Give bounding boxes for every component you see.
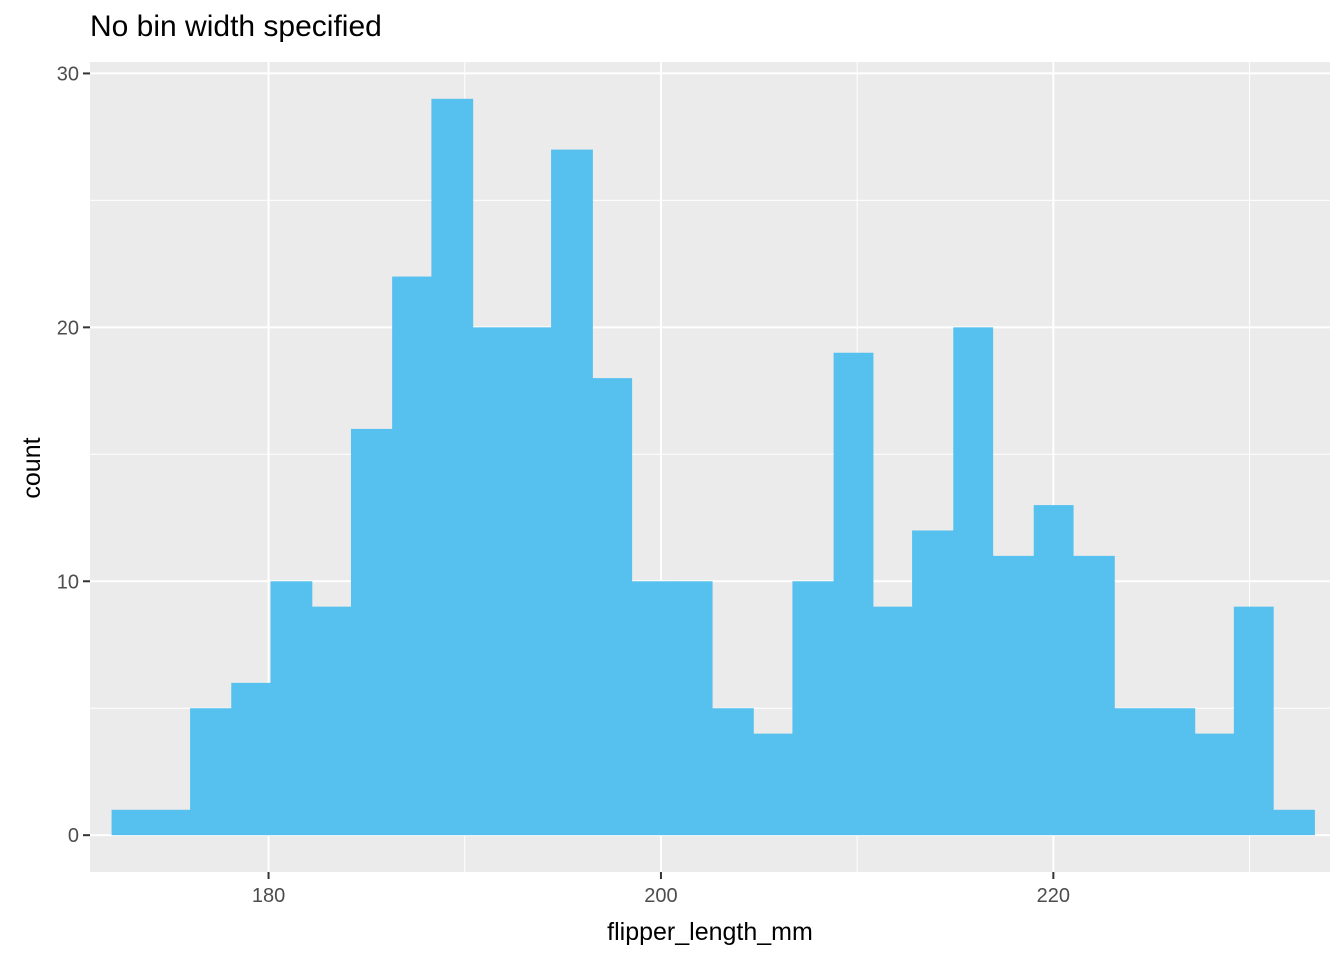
histogram-bar	[551, 149, 593, 836]
histogram-bar	[111, 809, 152, 836]
histogram-bar	[753, 733, 794, 836]
histogram-bar	[190, 708, 232, 836]
histogram-bar	[953, 327, 994, 836]
histogram-bar	[1233, 606, 1274, 836]
histogram-bar	[1033, 505, 1074, 836]
y-axis: 0 10 20 30	[57, 63, 90, 847]
histogram-bar	[1114, 708, 1155, 836]
x-axis: 180 200 220	[252, 872, 1070, 907]
histogram-bar	[270, 581, 313, 836]
y-axis-title: count	[18, 437, 46, 498]
x-axis-title: flipper_length_mm	[607, 918, 813, 946]
y-tick-label: 20	[57, 317, 79, 339]
histogram-bar	[672, 581, 713, 836]
histogram-bar	[833, 352, 874, 836]
histogram-bar	[711, 708, 754, 836]
y-tick-label: 10	[57, 571, 79, 593]
histogram-bar	[311, 606, 352, 836]
histogram-bar	[912, 530, 954, 836]
x-tick-label: 180	[252, 885, 285, 907]
histogram-bar	[872, 606, 913, 836]
histogram-bar	[150, 809, 191, 836]
histogram-bar	[1194, 733, 1235, 836]
histogram-bar	[1153, 708, 1196, 836]
histogram-bar	[1273, 809, 1315, 836]
histogram-bar	[231, 682, 272, 836]
histogram-bar	[631, 581, 674, 836]
chart-title: No bin width specified	[90, 10, 382, 43]
y-tick-label: 30	[57, 63, 79, 85]
y-tick-label: 0	[68, 825, 79, 847]
histogram-bar	[592, 378, 633, 836]
histogram-bar	[472, 327, 513, 836]
histogram-bar	[1072, 555, 1115, 836]
histogram-bar	[350, 428, 393, 836]
histogram-bar	[992, 555, 1035, 836]
histogram-bars	[111, 98, 1315, 836]
histogram-bar	[392, 276, 432, 836]
histogram-bar	[792, 581, 835, 836]
x-tick-label: 220	[1037, 885, 1070, 907]
histogram-bar	[511, 327, 552, 836]
histogram-bar	[431, 98, 474, 836]
x-tick-label: 200	[644, 885, 677, 907]
